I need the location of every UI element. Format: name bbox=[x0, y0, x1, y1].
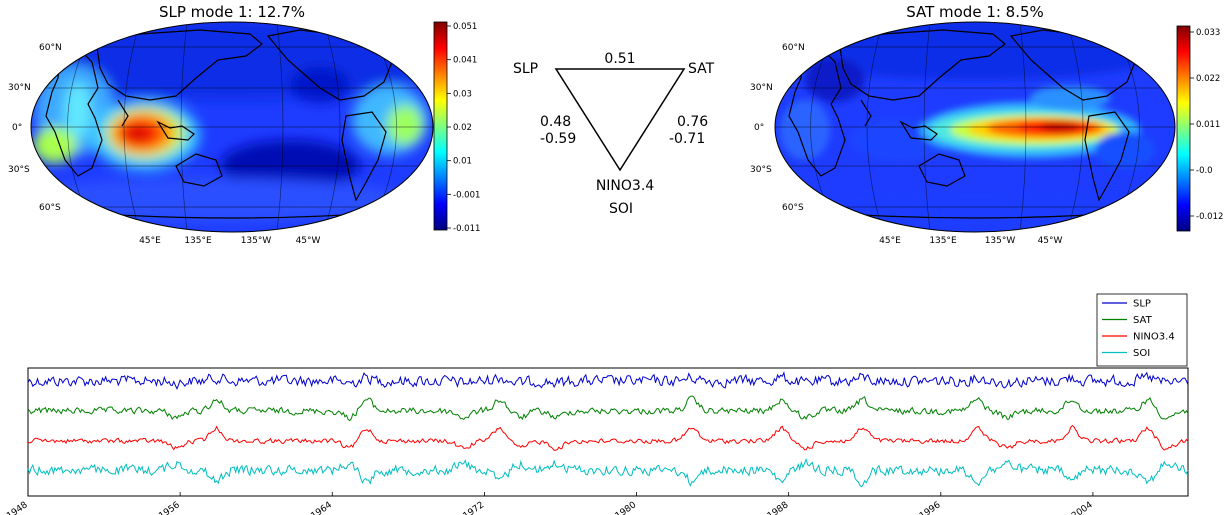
triangle-shape bbox=[554, 68, 686, 172]
timeseries-plot: 1948 1956 1964 1972 1980 1988 1996 2004 bbox=[5, 367, 1189, 515]
timeseries-axes bbox=[27, 367, 1189, 497]
slp-colorbar-tick-label: 0.03 bbox=[453, 89, 472, 99]
edge-slp-sat: 0.51 bbox=[604, 51, 635, 67]
node-slp: SLP bbox=[513, 61, 538, 77]
x-tick-label: 1988 bbox=[766, 500, 791, 515]
slp-lat-label: 30°N bbox=[8, 83, 31, 93]
sat-lat-label: 30°S bbox=[750, 165, 772, 175]
slp-lon-label: 45°E bbox=[139, 236, 161, 246]
node-nino: NINO3.4 bbox=[596, 178, 654, 194]
sat-colorbar-tick-label: 0.033 bbox=[1196, 28, 1220, 38]
slp-lat-label: 60°S bbox=[39, 203, 61, 213]
series-line-sat bbox=[27, 395, 1189, 422]
node-sat: SAT bbox=[688, 61, 715, 77]
slp-lon-label: 135°W bbox=[241, 236, 272, 246]
edge-slp-soi: -0.59 bbox=[540, 131, 576, 147]
sat-lat-label: 30°N bbox=[750, 83, 773, 93]
slp-colorbar-gradient bbox=[433, 21, 448, 231]
slp-lat-label: 30°S bbox=[8, 165, 30, 175]
sat-colorbar-gradient bbox=[1176, 25, 1191, 232]
slp-colorbar-tick-label: -0.011 bbox=[453, 224, 480, 234]
sat-map: SAT mode 1: 8.5% bbox=[750, 3, 1176, 246]
sat-lat-label: 60°S bbox=[782, 203, 804, 213]
sat-lon-label: 135°E bbox=[929, 236, 957, 246]
x-tick-label: 1980 bbox=[614, 500, 639, 515]
correlation-triangle: SLP SAT NINO3.4 SOI 0.51 0.48 -0.59 0.76… bbox=[513, 51, 715, 217]
legend-label: NINO3.4 bbox=[1133, 332, 1175, 343]
slp-colorbar-tick-label: 0.02 bbox=[453, 123, 472, 133]
slp-lon-label: 135°E bbox=[184, 236, 212, 246]
slp-map-title: SLP mode 1: 12.7% bbox=[159, 3, 305, 21]
timeseries-legend: SLP SAT NINO3.4 SOI bbox=[1096, 293, 1188, 367]
node-soi: SOI bbox=[609, 201, 633, 217]
slp-colorbar-tick-label: 0.01 bbox=[453, 157, 472, 167]
x-tick-label: 1956 bbox=[157, 500, 182, 515]
slp-lat-label: 60°N bbox=[39, 43, 62, 53]
sat-map-title: SAT mode 1: 8.5% bbox=[906, 3, 1044, 21]
slp-colorbar-tick-label: 0.051 bbox=[453, 22, 477, 32]
x-tick-label: 2004 bbox=[1070, 500, 1095, 515]
sat-lon-label: 45°W bbox=[1038, 236, 1063, 246]
series-line-slp bbox=[27, 371, 1189, 390]
x-tick-label: 1996 bbox=[918, 500, 943, 515]
x-tick-label: 1972 bbox=[462, 500, 486, 515]
sat-lon-label: 135°W bbox=[985, 236, 1016, 246]
sat-lon-label: 45°E bbox=[879, 236, 901, 246]
sat-colorbar-tick-label: -0.0 bbox=[1196, 166, 1213, 176]
slp-map: SLP mode 1: 12.7% bbox=[8, 3, 434, 246]
slp-lat-label: 0° bbox=[12, 123, 22, 133]
legend-box bbox=[1096, 293, 1188, 367]
x-tick-label: 1948 bbox=[5, 500, 30, 515]
sat-colorbar: 0.033 0.022 0.011 -0.0 -0.012 bbox=[1176, 25, 1223, 232]
sat-colorbar-tick-label: 0.011 bbox=[1196, 120, 1220, 130]
series-line-soi bbox=[27, 457, 1189, 488]
slp-colorbar: 0.051 0.041 0.03 0.02 0.01 -0.001 -0.011 bbox=[433, 21, 480, 234]
edge-sat-nino: 0.76 bbox=[677, 114, 708, 130]
edge-sat-soi: -0.71 bbox=[669, 131, 705, 147]
sat-colorbar-tick-label: -0.012 bbox=[1196, 212, 1223, 222]
sat-lat-label: 60°N bbox=[782, 43, 805, 53]
series-line-nino34 bbox=[27, 424, 1189, 451]
sat-colorbar-tick-label: 0.022 bbox=[1196, 74, 1220, 84]
slp-lon-label: 45°W bbox=[296, 236, 321, 246]
sat-lat-label: 0° bbox=[754, 123, 764, 133]
sat-field bbox=[775, 22, 1175, 232]
legend-label: SOI bbox=[1133, 348, 1150, 359]
slp-colorbar-tick-label: 0.041 bbox=[453, 56, 477, 66]
legend-label: SAT bbox=[1133, 315, 1153, 326]
legend-label: SLP bbox=[1133, 299, 1151, 310]
slp-colorbar-tick-label: -0.001 bbox=[453, 190, 480, 200]
slp-field bbox=[31, 22, 433, 232]
x-tick-label: 1964 bbox=[309, 500, 334, 515]
edge-slp-nino: 0.48 bbox=[540, 114, 571, 130]
